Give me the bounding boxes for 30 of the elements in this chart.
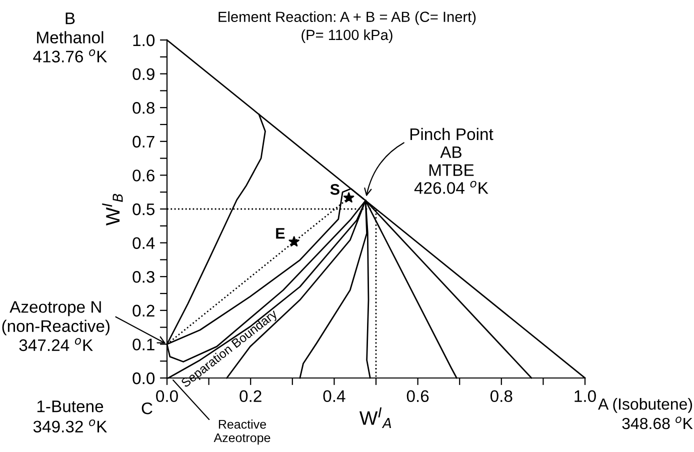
y-tick-label: 0.8 (132, 102, 154, 114)
y-tick-label: 1.0 (133, 34, 155, 46)
annotation: S (330, 184, 340, 195)
y-tick-label: 0.4 (132, 237, 155, 250)
x-tick-label: 0.8 (490, 390, 512, 402)
x-axis-title: W$^{I}$$_{A}$ (359, 407, 392, 428)
x-tick-label: 0.6 (406, 390, 429, 402)
text: A (Isobutene) 348.68 $^{o}$K (598, 398, 693, 430)
y-tick-label: 0.9 (132, 68, 154, 80)
x-tick-label: 0.0 (156, 390, 178, 402)
annotation: Pinch Point AB MTBE 426.04 $^{o}$K (410, 128, 494, 194)
annotation: Azeotrope N (non-Reactive) 347.24 $^{o}$K (2, 301, 110, 352)
y-axis-title: W$^{I}$$_{B}$ (102, 194, 123, 226)
y-tick-label: 0.6 (132, 170, 154, 182)
annotation: Reactive Azeotrope (214, 420, 270, 445)
y-tick-label: 0.2 (132, 304, 154, 317)
x-tick-label: 0.4 (323, 390, 346, 402)
text: B Methanol 413.76 $^{o}$K (33, 12, 108, 62)
y-tick-label: 0.1 (132, 338, 154, 350)
x-tick-label: 1.0 (574, 390, 596, 402)
chart-subtitle: (P= 1100 kPa) (302, 29, 392, 43)
text: 1-Butene 349.32 $^{o}$K (33, 400, 108, 433)
x-tick-label: 0.2 (240, 390, 262, 402)
y-tick-label: 0.0 (132, 372, 155, 384)
y-tick-label: 0.3 (132, 271, 154, 283)
y-tick-label: 0.7 (132, 136, 154, 148)
text: C (142, 402, 152, 414)
chart-title: Element Reaction: A + B = AB (C= Inert) (218, 11, 476, 25)
y-tick-label: 0.5 (132, 203, 154, 216)
annotation: E (276, 228, 285, 239)
